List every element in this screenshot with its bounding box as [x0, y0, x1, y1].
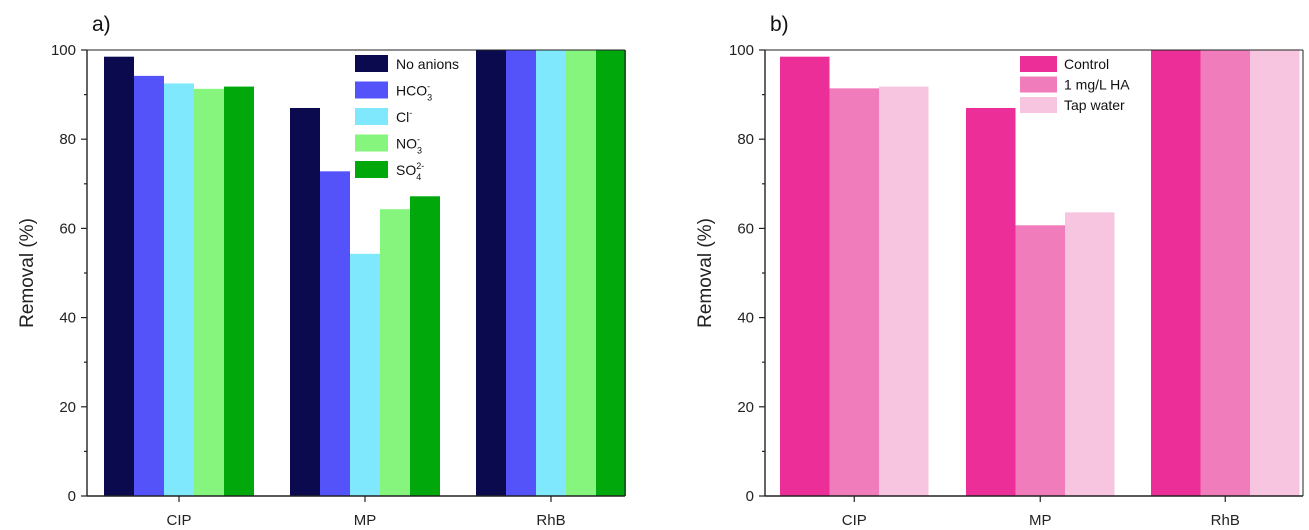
bar-1-mg-l-ha-mp — [1015, 225, 1065, 496]
y-tick-label: 40 — [59, 310, 76, 327]
bar-control-cip — [780, 56, 830, 496]
bar-no-anions-mp — [290, 107, 320, 496]
y-tick-label: 20 — [59, 399, 76, 416]
bar-control-mp — [966, 107, 1016, 496]
legend-item: Tap water — [1020, 97, 1125, 113]
legend-item: 1 mg/L HA — [1020, 76, 1130, 93]
legend-item: No anions — [355, 55, 459, 72]
bar-cl-cip — [164, 83, 194, 496]
chart-panel-b: 0 20 40 60 80 100 CIP MP RhB Removal (%) b) Control… — [695, 13, 1304, 529]
legend-label: NO3- — [396, 135, 422, 156]
y-tick-label: 80 — [737, 131, 754, 148]
bar-cl-rhb — [536, 50, 566, 496]
panel-label: a) — [92, 13, 111, 36]
legend-swatch — [355, 161, 388, 178]
bar-no3-rhb — [566, 50, 596, 496]
bar-no3-mp — [380, 209, 410, 497]
x-tick-label-cip: CIP — [166, 512, 191, 529]
x-tick-label-rhb: RhB — [1211, 512, 1240, 529]
legend-label: 1 mg/L HA — [1064, 77, 1130, 93]
bar-so4-2-mp — [410, 196, 440, 496]
bar-so4-2-cip — [224, 86, 254, 497]
legend-swatch — [355, 81, 388, 99]
y-tick-label: 20 — [737, 399, 754, 416]
legend: No anions HCO3- Cl- NO3- SO42- — [352, 52, 472, 187]
y-tick-label: 80 — [59, 131, 76, 148]
bar-1-mg-l-ha-cip — [829, 88, 879, 496]
panel-label: b) — [770, 13, 789, 36]
bar-hco3-cip — [134, 75, 164, 497]
x-tick-label-mp: MP — [1029, 512, 1052, 529]
legend-label: SO42- — [396, 161, 424, 182]
y-tick-label: 60 — [59, 220, 76, 237]
y-tick-label: 100 — [729, 42, 754, 59]
x-tick-label-cip: CIP — [842, 512, 867, 529]
bar-so4-2-rhb — [596, 50, 626, 496]
legend-item: Cl- — [355, 108, 412, 125]
legend-swatch — [355, 55, 388, 72]
legend-swatch — [1020, 76, 1057, 93]
bar-no-anions-cip — [104, 56, 134, 496]
y-tick-label: 100 — [51, 42, 76, 59]
legend: Control 1 mg/L HA Tap water — [1017, 53, 1147, 117]
legend-swatch — [355, 134, 388, 152]
bar-control-rhb — [1151, 50, 1201, 496]
bar-hco3-mp — [320, 171, 350, 496]
y-axis-title: Removal (%) — [17, 218, 38, 328]
legend-swatch — [1020, 97, 1057, 113]
y-tick-label: 40 — [737, 310, 754, 327]
legend-item: HCO3- — [355, 81, 432, 103]
legend-label: Tap water — [1064, 97, 1125, 113]
x-tick-label-mp: MP — [354, 512, 377, 529]
legend-label: Control — [1064, 56, 1109, 72]
bar-no3-cip — [194, 88, 224, 496]
y-tick-label: 60 — [737, 220, 754, 237]
x-tick-label-rhb: RhB — [536, 512, 565, 529]
bar-tap-water-mp — [1065, 212, 1115, 496]
legend-label: No anions — [396, 56, 459, 72]
bar-tap-water-rhb — [1250, 50, 1300, 496]
legend-item: NO3- — [355, 134, 422, 156]
bar-1-mg-l-ha-rhb — [1200, 50, 1250, 496]
legend-label: HCO3- — [396, 82, 432, 103]
legend-swatch — [1020, 56, 1057, 72]
bar-no-anions-rhb — [476, 50, 506, 496]
y-tick-label: 0 — [68, 488, 76, 505]
chart-panel-a: 0 20 40 60 80 100 CIP MP RhB Removal (%) a) No anio… — [17, 13, 626, 529]
bar-hco3-rhb — [506, 50, 536, 496]
legend-item: SO42- — [355, 161, 424, 182]
legend-label: Cl- — [396, 108, 412, 125]
bar-cl-mp — [350, 253, 380, 496]
y-axis-title: Removal (%) — [695, 218, 716, 328]
legend-swatch — [355, 108, 388, 125]
bar-tap-water-cip — [879, 86, 929, 497]
y-tick-label: 0 — [746, 488, 754, 505]
legend-item: Control — [1020, 56, 1109, 72]
